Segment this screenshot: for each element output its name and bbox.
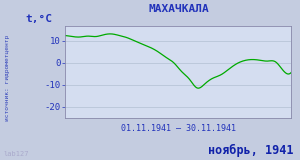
Text: 01.11.1941 – 30.11.1941: 01.11.1941 – 30.11.1941 — [121, 124, 236, 133]
Text: t,°C: t,°C — [26, 14, 52, 24]
Text: lab127: lab127 — [3, 151, 29, 157]
Text: источник: гидрометцентр: источник: гидрометцентр — [4, 35, 10, 121]
Text: МАХАЧКАЛА: МАХАЧКАЛА — [148, 4, 209, 14]
Text: ноябрь, 1941: ноябрь, 1941 — [208, 144, 294, 157]
